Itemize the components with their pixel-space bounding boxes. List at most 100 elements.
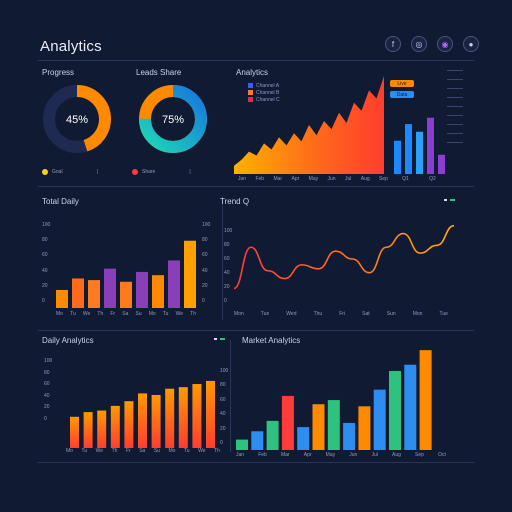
area-series — [234, 76, 384, 174]
area-chart — [234, 76, 384, 174]
bar — [72, 278, 84, 308]
y-tick: 80 — [224, 242, 230, 248]
x-tick: Sep — [415, 452, 424, 458]
x-tick: Jun — [327, 176, 336, 182]
x-tick: Tue — [260, 311, 270, 317]
bar3-title: Market Analytics — [242, 336, 301, 345]
y-tick: 60 — [44, 381, 50, 388]
legend-swatch — [248, 90, 253, 95]
x-tick: Aug — [392, 452, 401, 458]
bar — [416, 131, 423, 174]
y-tick: 20 — [42, 282, 48, 289]
x-tick: Mo — [56, 311, 63, 317]
y-tick: 80 — [42, 237, 48, 244]
x-tick: Jul — [371, 452, 378, 458]
legend-swatch — [450, 199, 455, 201]
donut2-value: 75% — [162, 114, 184, 126]
y-tick: 20 — [220, 425, 226, 432]
x-tick: Tu — [81, 448, 88, 454]
x-tick: Q2 — [429, 176, 436, 182]
donut2-legend: Share | — [132, 169, 191, 175]
data-button[interactable]: Data — [390, 91, 414, 98]
y-tick: 60 — [42, 252, 48, 259]
y-tick: 40 — [224, 270, 230, 276]
bar — [110, 405, 120, 448]
bar — [438, 154, 445, 174]
divider — [38, 60, 474, 61]
legend-dot — [42, 169, 48, 175]
x-tick: Mon — [234, 311, 244, 317]
bar1-title: Total Daily — [42, 197, 79, 206]
live-button[interactable]: Live — [390, 80, 414, 87]
legend-swatch — [444, 199, 447, 201]
y-tick: 0 — [220, 439, 223, 446]
bar2-chart — [70, 380, 215, 448]
x-tick: Sun — [386, 311, 396, 317]
x-tick: Th — [190, 311, 196, 317]
bar — [136, 271, 148, 308]
y-tick: 60 — [220, 396, 226, 403]
bar — [184, 240, 196, 308]
bar — [358, 406, 371, 450]
right-bar-chart — [394, 117, 445, 174]
y-tick: 100 — [42, 222, 51, 228]
x-tick: Tue — [439, 311, 448, 317]
area-title: Analytics — [236, 68, 269, 77]
y-tick: 100 — [224, 228, 233, 234]
x-tick: We — [175, 311, 184, 317]
bar1-x-axis: Mo Tu We Th Fr Sa Su Mo Tu We Th — [56, 311, 196, 317]
globe-icon[interactable]: ● — [463, 36, 479, 52]
bar — [266, 420, 279, 450]
x-tick: Apr — [291, 176, 300, 182]
legend-label: Channel B — [256, 89, 280, 96]
divider — [222, 196, 223, 320]
bar1-chart — [56, 240, 196, 308]
x-tick: Th — [97, 311, 104, 317]
bar — [206, 380, 215, 448]
bar — [88, 280, 100, 308]
bar — [251, 431, 264, 450]
area-x-axis: Jan Feb Mar Apr May Jun Jul Aug Sep — [238, 176, 388, 182]
donut2-title: Leads Share — [136, 68, 182, 77]
y-tick: 60 — [202, 252, 208, 259]
record-icon[interactable]: ◉ — [437, 36, 453, 52]
bar — [312, 404, 325, 450]
instagram-icon[interactable]: ◎ — [411, 36, 427, 52]
legend-swatch — [248, 97, 253, 102]
bar — [236, 439, 248, 450]
x-tick: Mo — [66, 448, 73, 454]
bar — [138, 393, 147, 448]
x-tick: May — [308, 176, 319, 182]
x-tick: Fri — [339, 311, 346, 317]
x-tick: We — [198, 448, 206, 454]
x-tick: Su — [153, 448, 160, 454]
bar — [83, 412, 93, 448]
x-tick: Q1 — [402, 176, 409, 182]
y-tick: 40 — [202, 267, 208, 274]
x-tick: Oct — [438, 452, 446, 458]
x-tick: We — [82, 311, 91, 317]
x-tick: Mo — [148, 311, 156, 317]
x-tick: Mar — [273, 176, 283, 182]
area-y-axis — [447, 70, 463, 143]
facebook-icon[interactable]: f — [385, 36, 401, 52]
bar — [165, 388, 175, 448]
legend-label: Channel A — [256, 82, 280, 89]
x-tick: Fr — [125, 448, 131, 454]
x-tick: Th — [214, 448, 220, 454]
x-tick: Thu — [313, 311, 323, 317]
x-tick: Sat — [362, 311, 370, 317]
x-tick: Feb — [258, 452, 267, 458]
x-tick: Mar — [280, 452, 290, 458]
bar — [104, 268, 116, 308]
y-tick: 0 — [224, 298, 227, 304]
y-tick: 100 — [220, 368, 229, 374]
legend-item: Channel B — [248, 89, 280, 96]
divider — [230, 340, 231, 452]
divider — [38, 330, 474, 331]
x-tick: Sep — [379, 176, 388, 182]
x-tick: Mon — [412, 311, 423, 317]
divider — [38, 462, 474, 463]
legend-swatch — [214, 338, 217, 340]
y-tick: 0 — [44, 415, 47, 422]
